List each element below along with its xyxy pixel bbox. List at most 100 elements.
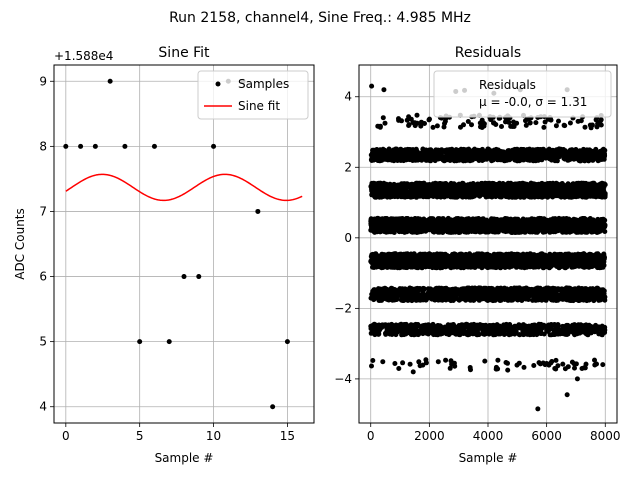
residual-point: [569, 229, 574, 234]
residual-point: [434, 191, 439, 196]
residual-point: [496, 150, 501, 155]
residual-point: [577, 151, 582, 156]
residual-point: [571, 153, 576, 158]
residual-point: [592, 154, 597, 159]
residual-point: [519, 225, 524, 230]
residual-point: [372, 194, 377, 199]
residual-point: [428, 227, 433, 232]
residual-point: [562, 188, 567, 193]
residual-point: [373, 217, 378, 222]
residual-point: [563, 148, 568, 153]
sample-point: [108, 79, 113, 84]
residual-point: [433, 182, 438, 187]
residual-point: [544, 228, 549, 233]
residual-point: [429, 219, 434, 224]
residual-point: [603, 182, 608, 187]
residual-point: [416, 223, 421, 228]
residual-point: [407, 157, 412, 162]
residual-point: [558, 184, 563, 189]
residual-point: [544, 155, 549, 160]
sample-point: [152, 144, 157, 149]
residual-point: [410, 152, 415, 157]
residual-point: [513, 182, 518, 187]
residual-point: [532, 182, 537, 187]
residual-point: [566, 182, 571, 187]
residual-point: [420, 193, 425, 198]
residual-point: [456, 148, 461, 153]
sample-point: [137, 339, 142, 344]
sample-point: [255, 209, 260, 214]
residual-point: [529, 217, 534, 222]
residual-point: [479, 181, 484, 186]
residual-point: [468, 149, 473, 154]
residual-point: [553, 158, 558, 163]
residual-point: [379, 223, 384, 228]
residual-point: [459, 219, 464, 224]
residual-point: [413, 192, 418, 197]
residual-point: [473, 222, 478, 227]
residual-point: [543, 150, 548, 155]
residual-point: [410, 221, 415, 226]
residual-point: [585, 222, 590, 227]
residual-point: [494, 190, 499, 195]
residual-point: [591, 217, 596, 222]
residual-point: [487, 183, 492, 188]
x-tick-label: 5: [136, 429, 144, 443]
residual-point: [379, 156, 384, 161]
residual-point: [590, 225, 595, 230]
residual-point: [470, 191, 475, 196]
residual-point: [506, 156, 511, 161]
residual-point: [527, 229, 532, 234]
residual-point: [416, 230, 421, 235]
residual-point: [587, 189, 592, 194]
sine-fit-title: Sine Fit: [158, 45, 210, 61]
residual-point: [499, 217, 504, 222]
residual-point: [486, 227, 491, 232]
residual-point: [427, 192, 432, 197]
residual-point: [540, 219, 545, 224]
residual-point: [579, 219, 584, 224]
residual-point: [601, 147, 606, 152]
residual-point: [428, 183, 433, 188]
residual-point: [586, 229, 591, 234]
residual-point: [397, 191, 402, 196]
residual-point: [380, 149, 385, 154]
sample-point: [196, 274, 201, 279]
residual-point: [451, 223, 456, 228]
residual-point: [541, 187, 546, 192]
residual-point: [445, 220, 450, 225]
sample-point: [122, 144, 127, 149]
residual-point: [464, 184, 469, 189]
residual-point: [576, 158, 581, 163]
residual-point: [423, 184, 428, 189]
residual-point: [425, 149, 430, 154]
residual-point: [395, 217, 400, 222]
residual-point: [424, 227, 429, 232]
residual-point: [439, 152, 444, 157]
residual-point: [523, 190, 528, 195]
residual-point: [511, 193, 516, 198]
residual-point: [403, 217, 408, 222]
residual-point: [399, 156, 404, 161]
residual-point: [558, 150, 563, 155]
residual-point: [387, 185, 392, 190]
x-tick-label: 0: [62, 429, 70, 443]
residual-point: [550, 153, 555, 158]
sample-point: [211, 144, 216, 149]
residual-point: [503, 152, 508, 157]
residual-point: [374, 149, 379, 154]
residual-point: [484, 157, 489, 162]
residual-point: [384, 225, 389, 230]
residual-point: [452, 188, 457, 193]
residual-point: [445, 184, 450, 189]
sample-point: [93, 144, 98, 149]
residual-point: [539, 157, 544, 162]
residual-point: [407, 190, 412, 195]
residual-point: [453, 230, 458, 235]
residual-point: [445, 147, 450, 152]
residual-point: [588, 148, 593, 153]
residual-point: [461, 190, 466, 195]
residual-point: [536, 216, 541, 221]
residual-point: [387, 156, 392, 161]
